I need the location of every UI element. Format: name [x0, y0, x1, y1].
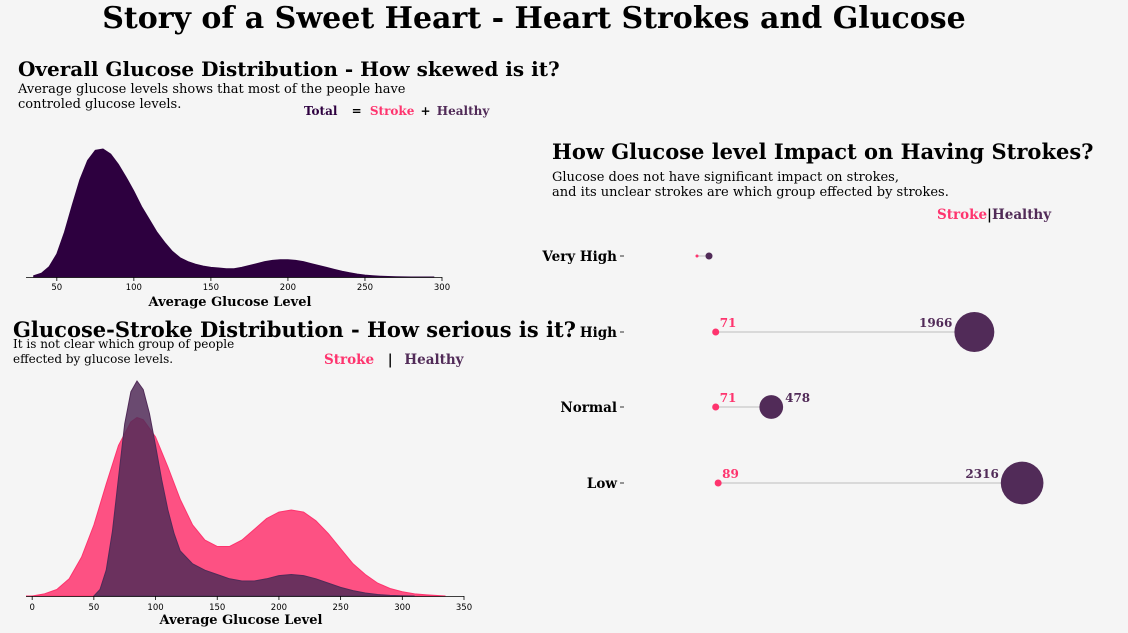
x-tick-label: 250 — [333, 603, 349, 613]
legend-healthy: Healthy — [991, 207, 1052, 223]
healthy-point — [705, 252, 713, 260]
x-tick-label: 50 — [88, 603, 99, 613]
stroke-point — [695, 254, 699, 258]
category-label: High — [580, 325, 617, 341]
legend-total: Total — [304, 104, 338, 118]
x-tick-label: 350 — [456, 603, 472, 613]
x-tick-label: 100 — [126, 283, 142, 293]
legend-separator: | — [987, 207, 992, 223]
legend-stroke: Stroke — [324, 352, 375, 368]
split-title: Glucose-Stroke Distribution - How seriou… — [13, 317, 576, 342]
impact-legend: Stroke|Healthy — [937, 207, 1051, 223]
legend-healthy: Healthy — [436, 104, 490, 118]
impact-title: How Glucose level Impact on Having Strok… — [552, 139, 1094, 164]
x-axis-label: Average Glucose Level — [159, 613, 323, 628]
overall-legend: Total = Stroke + Healthy — [304, 104, 489, 118]
x-tick-label: 250 — [357, 283, 373, 293]
category-label: Normal — [560, 400, 617, 416]
overall-title: Overall Glucose Distribution - How skewe… — [18, 57, 560, 81]
legend-separator: | — [387, 352, 393, 368]
healthy-point — [1000, 461, 1044, 505]
x-tick-label: 150 — [203, 283, 219, 293]
x-axis-label: Average Glucose Level — [148, 295, 312, 310]
category-label: Low — [587, 476, 617, 492]
stroke-point — [712, 403, 720, 411]
page-title: Story of a Sweet Heart - Heart Strokes a… — [102, 1, 966, 36]
legend-plus: + — [420, 104, 431, 118]
x-tick-label: 100 — [147, 603, 163, 613]
healthy-value-label: 2316 — [965, 467, 998, 481]
legend-stroke: Stroke — [369, 104, 415, 118]
x-tick-label: 300 — [394, 603, 410, 613]
legend-stroke: Stroke — [937, 207, 988, 223]
x-tick-label: 0 — [29, 603, 34, 613]
x-tick-label: 50 — [51, 283, 62, 293]
healthy-point — [954, 312, 995, 352]
category-label: Very High — [541, 249, 617, 265]
x-tick-label: 200 — [271, 603, 287, 613]
x-tick-label: 300 — [434, 283, 450, 293]
healthy-value-label: 1966 — [919, 316, 952, 330]
legend-healthy: Healthy — [404, 352, 464, 368]
overall-subtitle: Average glucose levels shows that most o… — [18, 82, 406, 112]
x-tick-label: 150 — [209, 603, 225, 613]
stroke-point — [712, 328, 720, 336]
density-area-stroke — [26, 417, 446, 597]
density-area-total — [33, 148, 435, 278]
healthy-value-label: 478 — [785, 391, 810, 405]
density-area-healthy — [92, 380, 415, 597]
healthy-point — [759, 395, 784, 419]
split-legend: Stroke | Healthy — [324, 352, 464, 368]
stroke-point — [714, 479, 722, 487]
split-subtitle: It is not clear which group of people ef… — [13, 337, 235, 366]
impact-subtitle: Glucose does not have significant impact… — [552, 170, 949, 200]
x-tick-label: 200 — [280, 283, 296, 293]
stroke-value-label: 71 — [720, 391, 737, 405]
stroke-value-label: 89 — [722, 467, 739, 481]
stroke-value-label: 71 — [720, 316, 737, 330]
legend-equals: = — [351, 104, 362, 118]
